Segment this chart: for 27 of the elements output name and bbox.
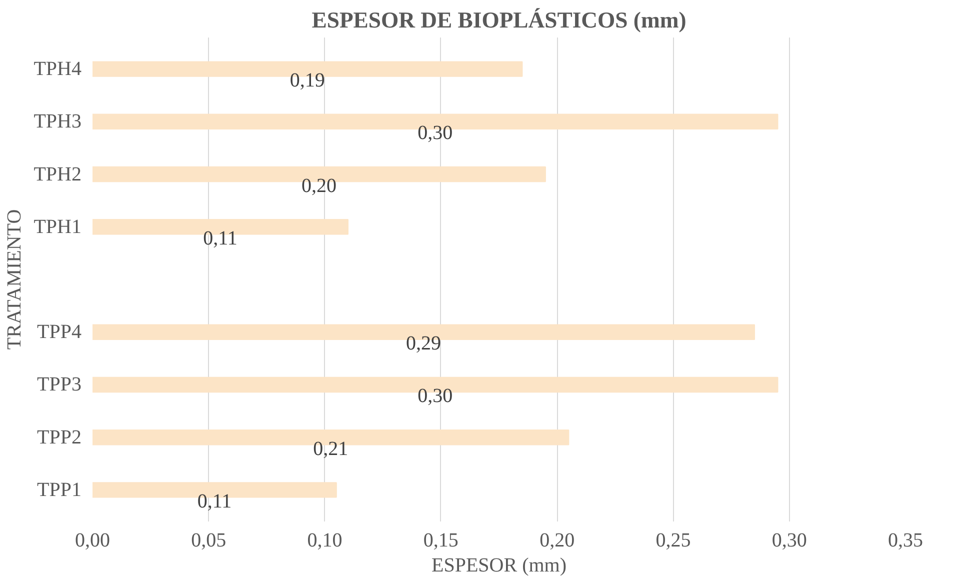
data-label: 0,29 [406, 332, 442, 355]
data-label: 0,19 [290, 70, 325, 92]
y-tick-label: TPH4 [34, 58, 82, 80]
x-tick-label: 0,05 [191, 530, 226, 552]
x-tick-label: 0,30 [772, 530, 807, 552]
y-tick-label: TPH1 [34, 216, 82, 238]
y-tick-label: TPP4 [37, 321, 82, 344]
x-tick-label: 0,35 [888, 530, 923, 552]
x-tick-label: 0,15 [423, 530, 458, 552]
y-axis-title: TRATAMIENTO [4, 209, 26, 350]
y-tick-label: TPH3 [34, 110, 82, 133]
x-tick-label: 0,10 [307, 530, 342, 552]
data-label: 0,11 [203, 227, 238, 250]
data-label: 0,20 [301, 174, 336, 197]
y-tick-label: TPH2 [34, 163, 82, 186]
x-tick-label: 0,00 [75, 530, 110, 552]
chart-title: ESPESOR DE BIOPLÁSTICOS (mm) [312, 8, 686, 32]
data-label: 0,21 [313, 438, 348, 460]
y-tick-label: TPP3 [37, 374, 82, 396]
data-label: 0,30 [418, 122, 453, 144]
x-tick-label: 0,20 [540, 530, 575, 552]
data-label: 0,30 [418, 385, 453, 408]
x-tick-label: 0,25 [656, 530, 691, 552]
y-tick-label: TPP1 [37, 478, 82, 501]
y-tick-label: TPP2 [37, 426, 82, 448]
data-label: 0,11 [197, 490, 232, 512]
x-axis-title: ESPESOR (mm) [431, 554, 567, 576]
